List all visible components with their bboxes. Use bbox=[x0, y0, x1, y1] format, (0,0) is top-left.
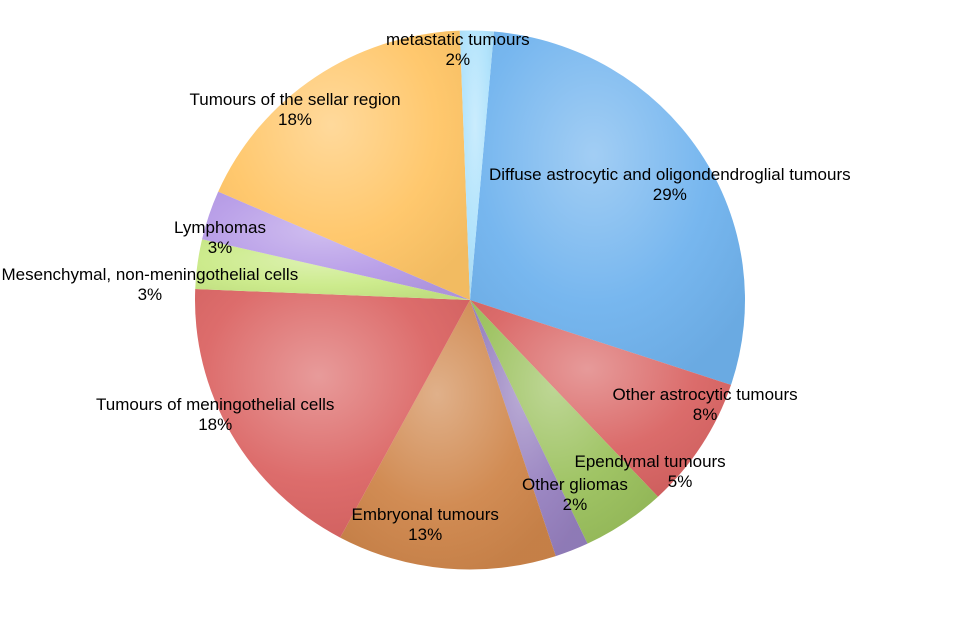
pie-svg bbox=[0, 0, 968, 629]
pie-chart: Diffuse astrocytic and oligondendroglial… bbox=[0, 0, 968, 629]
